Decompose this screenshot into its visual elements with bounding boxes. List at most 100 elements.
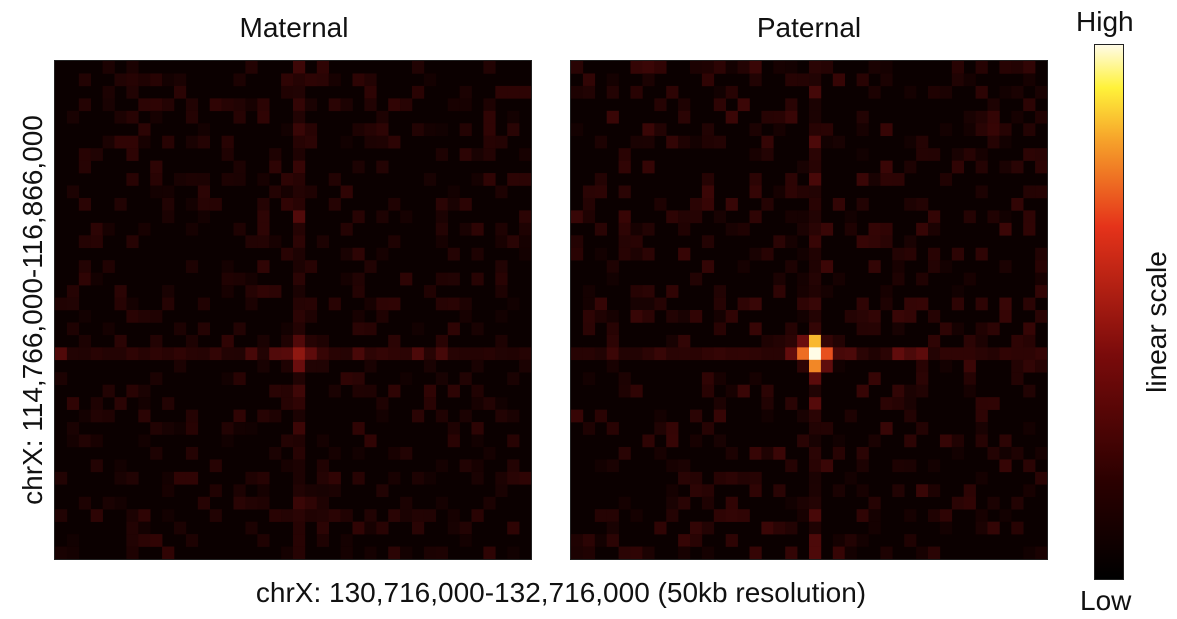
heatmap-cell — [928, 509, 941, 522]
heatmap-cell — [400, 372, 413, 385]
heatmap-cell — [233, 110, 246, 124]
heatmap-cell — [832, 73, 845, 87]
heatmap-cell — [701, 123, 715, 136]
heatmap-cell — [304, 260, 318, 273]
heatmap-cell — [809, 322, 822, 336]
heatmap-cell — [185, 534, 199, 547]
heatmap-cell — [618, 347, 631, 361]
heatmap-cell — [975, 297, 988, 311]
heatmap-cell — [773, 347, 786, 361]
heatmap-cell — [162, 285, 175, 298]
heatmap-cell — [737, 61, 750, 74]
heatmap-cell — [725, 509, 738, 522]
heatmap-cell — [257, 484, 270, 498]
heatmap-cell — [809, 173, 822, 186]
heatmap-cell — [654, 98, 667, 112]
heatmap-cell — [364, 85, 377, 99]
heatmap-cell — [233, 484, 246, 498]
heatmap-cell — [281, 73, 294, 87]
heatmap-cell — [447, 434, 460, 448]
heatmap-cell — [654, 409, 667, 423]
heatmap-cell — [761, 409, 774, 423]
heatmap-cell — [435, 347, 448, 361]
heatmap-cell — [376, 160, 389, 174]
heatmap-cell — [642, 135, 655, 149]
heatmap-cell — [138, 123, 151, 136]
heatmap-cell — [880, 160, 893, 174]
heatmap-cell — [987, 98, 1000, 112]
heatmap-cell — [797, 509, 810, 522]
heatmap-cell — [785, 110, 798, 124]
heatmap-cell — [150, 160, 163, 174]
heatmap-cell — [892, 484, 905, 498]
heatmap-cell — [519, 347, 531, 361]
colorbar-high-label: High — [1076, 6, 1134, 37]
heatmap-cell — [868, 347, 881, 361]
heatmap-cell — [737, 98, 750, 112]
heatmap-cell — [999, 434, 1012, 448]
heatmap-cell — [435, 123, 448, 136]
heatmap-cell — [951, 160, 964, 174]
heatmap-cell — [221, 347, 234, 361]
heatmap-cell — [257, 359, 270, 373]
heatmap-cell — [304, 98, 318, 112]
heatmap-cell — [630, 310, 643, 323]
heatmap-cell — [293, 297, 306, 311]
heatmap-cell — [293, 210, 306, 224]
heatmap-cell — [304, 297, 318, 311]
heatmap-cell — [257, 260, 270, 273]
heatmap-cell — [987, 397, 1000, 410]
heatmap-cell — [78, 334, 91, 348]
heatmap-cell — [987, 521, 1000, 535]
heatmap-cell — [245, 98, 258, 112]
heatmap-cell — [892, 347, 905, 361]
heatmap-cell — [582, 185, 596, 199]
heatmap-cell — [785, 210, 798, 224]
heatmap-cell — [1035, 310, 1047, 323]
heatmap-cell — [701, 73, 715, 87]
heatmap-cell — [809, 297, 822, 311]
heatmap-cell — [328, 384, 341, 398]
heatmap-cell — [388, 98, 401, 112]
heatmap-cell — [797, 359, 810, 373]
heatmap-cell — [245, 272, 258, 286]
heatmap-cell — [701, 484, 715, 498]
heatmap-cell — [459, 123, 472, 136]
heatmap-cell — [102, 98, 115, 112]
heatmap-cell — [820, 222, 834, 236]
heatmap-cell — [78, 197, 91, 211]
heatmap-cell — [809, 521, 822, 535]
heatmap-cell — [809, 222, 822, 236]
heatmap-cell — [257, 197, 270, 211]
colorbar — [1094, 44, 1124, 580]
heatmap-cell — [690, 434, 703, 448]
heatmap-cell — [221, 285, 234, 298]
heatmap-cell — [642, 73, 655, 87]
heatmap-cell — [1011, 110, 1024, 124]
heatmap-cell — [606, 347, 619, 361]
heatmap-cell — [880, 347, 893, 361]
heatmap-cell — [809, 496, 822, 510]
heatmap-cell — [975, 434, 988, 448]
heatmap-cell — [892, 397, 905, 410]
heatmap-cell — [904, 347, 917, 361]
heatmap-cell — [844, 409, 857, 423]
heatmap-cell — [761, 247, 774, 261]
heatmap-cell — [939, 260, 953, 273]
heatmap-cell — [975, 110, 988, 124]
heatmap-cell — [963, 123, 976, 136]
heatmap-cell — [162, 422, 175, 435]
heatmap-cell — [963, 334, 976, 348]
heatmap-cell — [678, 546, 691, 559]
heatmap-cell — [66, 397, 80, 410]
heatmap-cell — [1023, 459, 1036, 473]
heatmap-cell — [185, 409, 199, 423]
heatmap-cell — [1023, 384, 1036, 398]
heatmap-cell — [90, 434, 103, 448]
heatmap-cell — [316, 471, 329, 485]
heatmap-cell — [690, 272, 703, 286]
heatmap-cell — [126, 310, 139, 323]
heatmap-cell — [435, 272, 448, 286]
heatmap-cell — [690, 61, 703, 74]
heatmap-cell — [162, 471, 175, 485]
